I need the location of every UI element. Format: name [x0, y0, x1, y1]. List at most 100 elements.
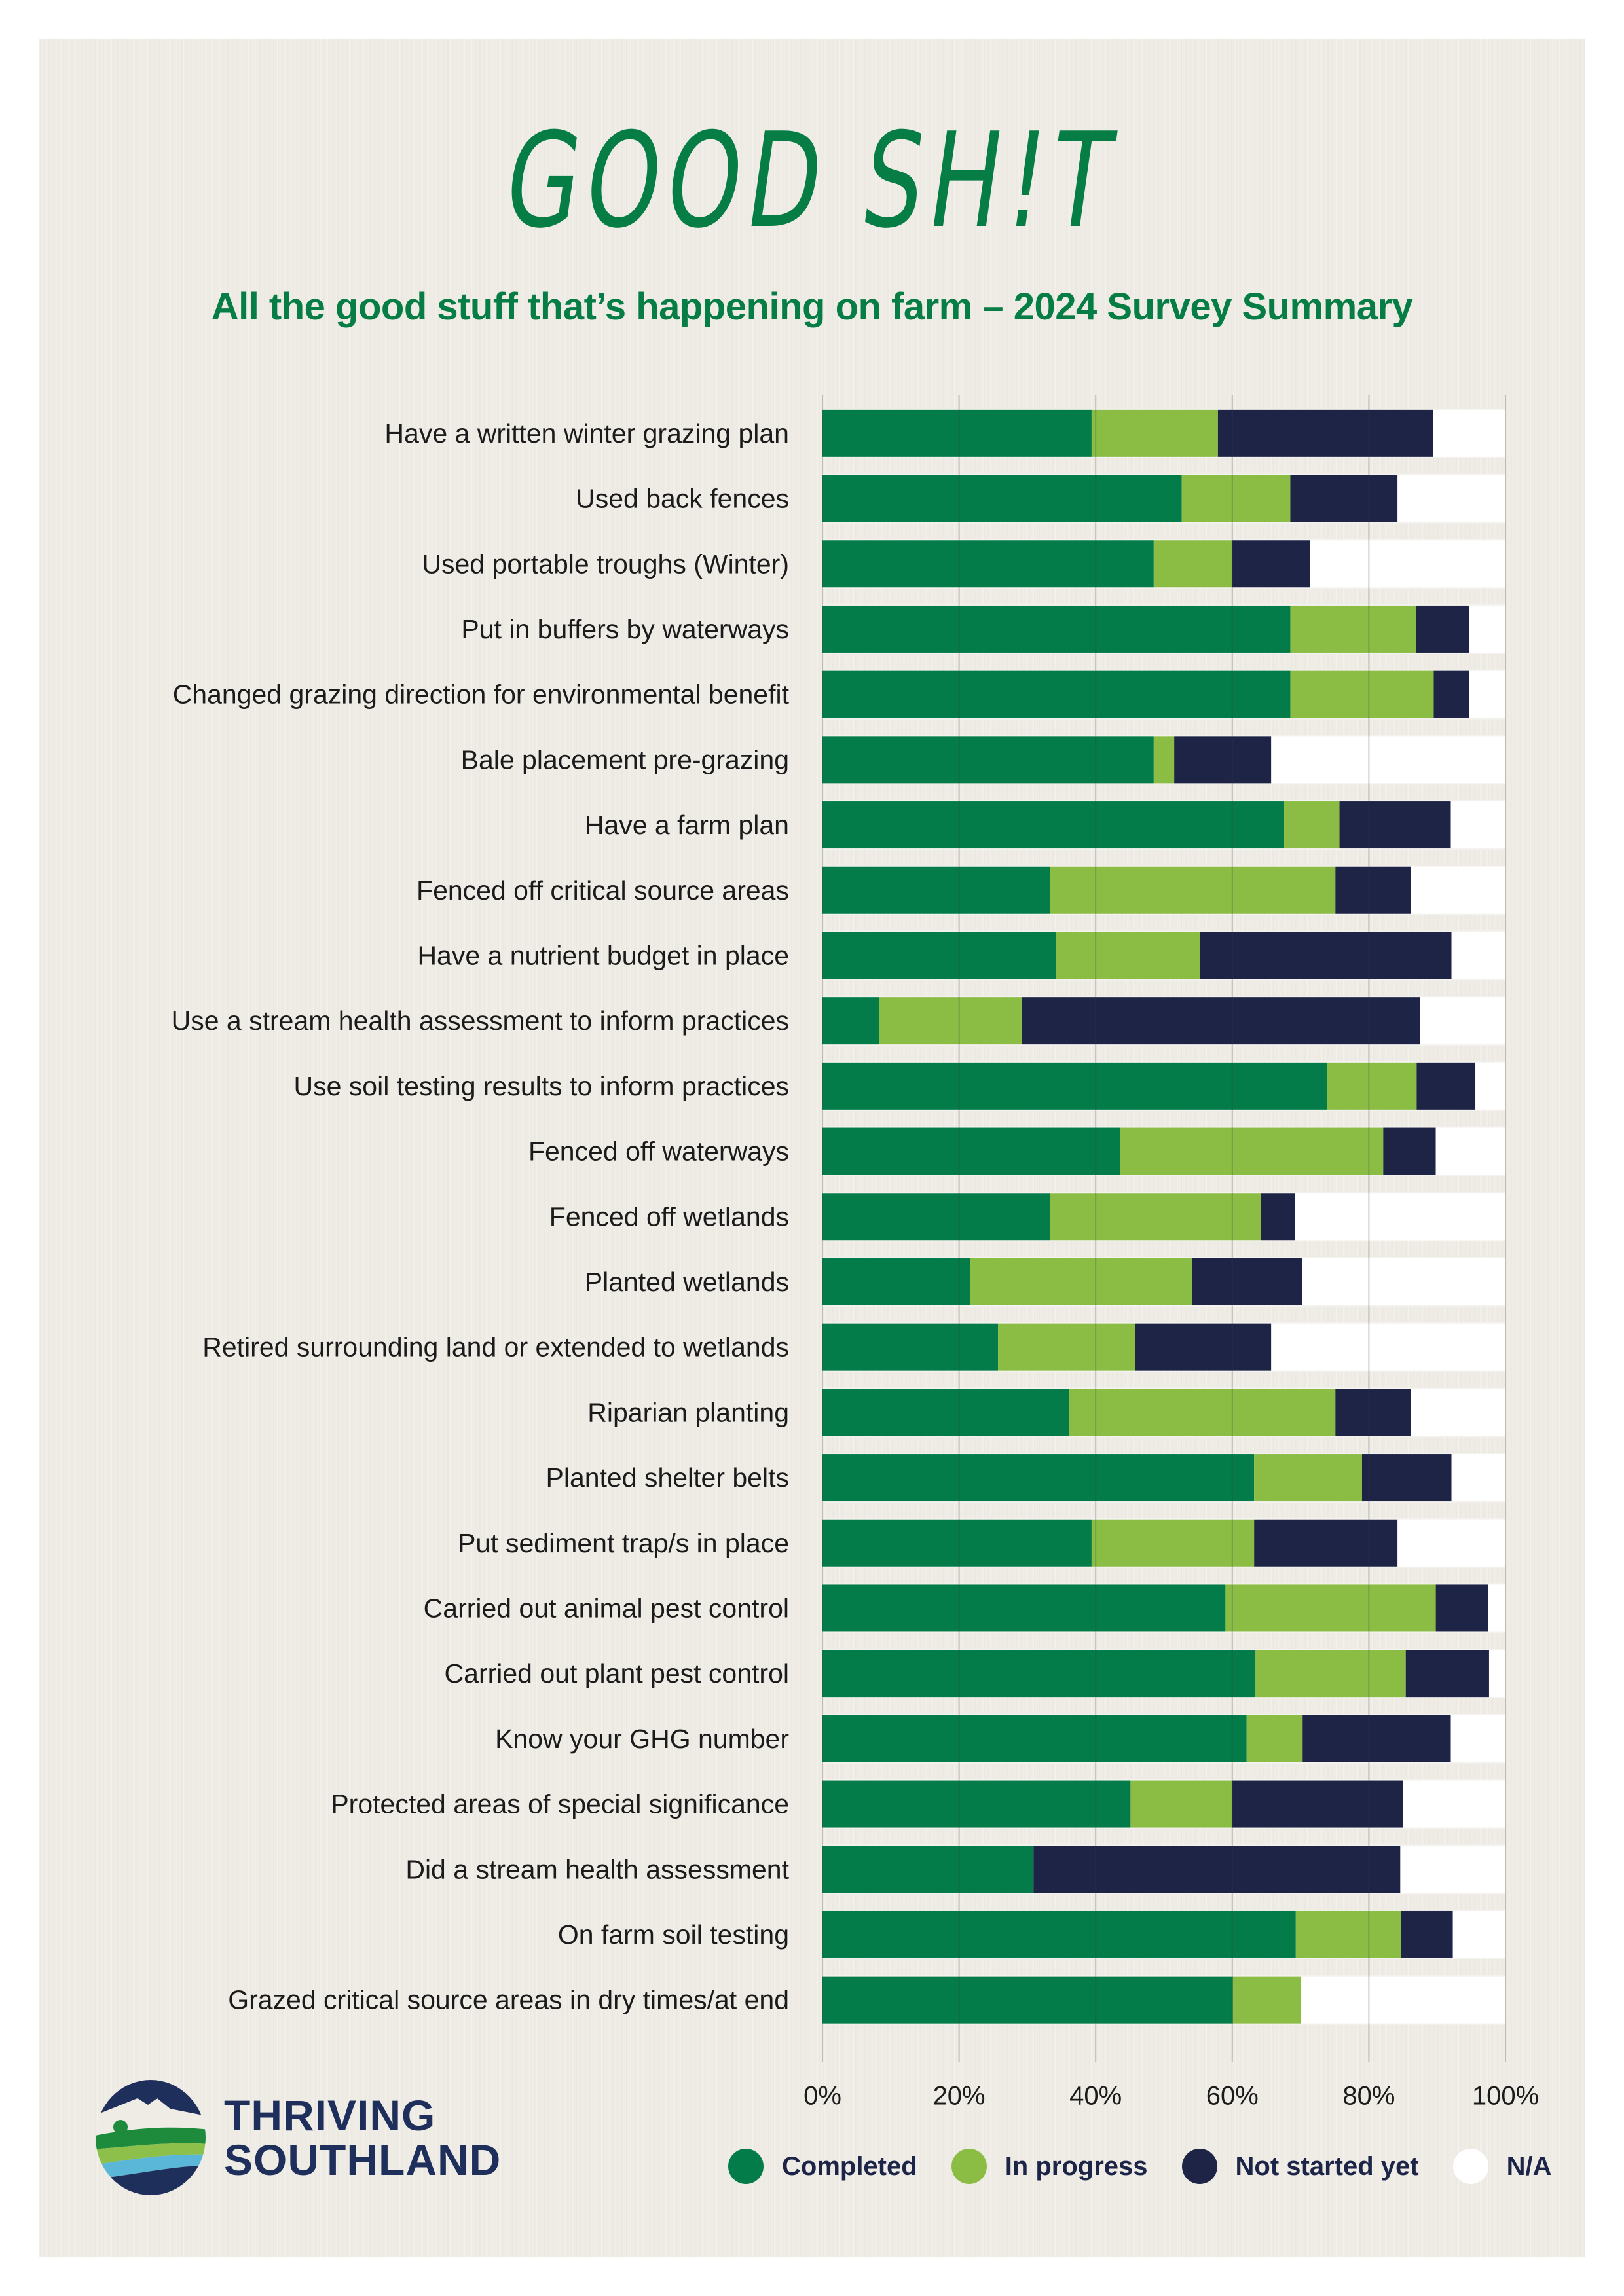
row-labels: Have a written winter grazing plan Used b… [172, 418, 790, 2015]
bar-segment-in-progress [1290, 605, 1416, 653]
bar-segment-n-a [1302, 1258, 1505, 1305]
bar-segment-not-started-yet [1232, 540, 1310, 588]
legend-swatch-icon [951, 2149, 987, 2184]
row-label: Changed grazing direction for environmen… [173, 680, 790, 710]
legend-item-not-started-yet: Not started yet [1181, 2149, 1419, 2184]
bar-segment-completed [822, 605, 1291, 653]
bar-segment-in-progress [1130, 1780, 1232, 1828]
bar-segment-not-started-yet [1254, 1519, 1398, 1567]
bar-segment-n-a [1301, 1976, 1505, 2024]
bar-segment-in-progress [1327, 1062, 1417, 1110]
bar-segment-n-a [1271, 736, 1505, 784]
row-label: Fenced off critical source areas [416, 875, 789, 905]
bar-segment-not-started-yet [1261, 1193, 1295, 1241]
legend-label: In progress [1005, 2151, 1148, 2181]
bar-segment-not-started-yet [1335, 866, 1411, 914]
x-tick-label: 100% [1472, 2082, 1539, 2111]
bar-segment-completed [822, 475, 1182, 522]
legend-label: Not started yet [1235, 2151, 1419, 2181]
bar-segment-completed [822, 1976, 1233, 2024]
bar-segment-in-progress [1050, 1193, 1261, 1241]
bar-segment-not-started-yet [1302, 1715, 1451, 1762]
bar-segment-completed [822, 1454, 1255, 1502]
row-label: Have a nutrient budget in place [417, 940, 789, 970]
bar-segment-not-started-yet [1174, 736, 1272, 784]
bar-segment-completed [822, 801, 1285, 849]
bar-segment-in-progress [1181, 475, 1291, 522]
row-label: Know your GHG number [495, 1724, 789, 1754]
bar-segment-not-started-yet [1416, 605, 1469, 653]
bar-segment-in-progress [1120, 1127, 1384, 1175]
row-label: Carried out plant pest control [445, 1658, 789, 1688]
bar-segment-n-a [1469, 605, 1505, 653]
bar-segment-n-a [1488, 1584, 1505, 1632]
bar-segment-completed [822, 866, 1050, 914]
x-tick-label: 80% [1342, 2082, 1395, 2111]
row-label: Fenced off waterways [528, 1137, 789, 1167]
row-label: Use soil testing results to inform pract… [294, 1071, 790, 1101]
bar-segment-n-a [1488, 1650, 1505, 1698]
x-axis-ticks: 0% 20% 40% 60% 80% 100% [803, 2082, 1539, 2111]
x-tick-label: 60% [1206, 2082, 1259, 2111]
bar-segment-not-started-yet [1383, 1127, 1436, 1175]
bar-segment-n-a [1475, 1062, 1505, 1110]
row-label: Planted wetlands [585, 1267, 789, 1297]
bar-segment-not-started-yet [1217, 409, 1433, 457]
bar-segment-not-started-yet [1192, 1258, 1302, 1305]
bar-segment-completed [822, 1258, 970, 1305]
legend-item-completed: Completed [728, 2149, 917, 2184]
row-label: Bale placement pre-grazing [461, 744, 789, 774]
row-label: Fenced off wetlands [549, 1201, 789, 1231]
bar-segment-n-a [1452, 1910, 1505, 1958]
bar-segment-not-started-yet [1361, 1454, 1452, 1502]
bar-segment-not-started-yet [1335, 1389, 1411, 1436]
row-label: Put sediment trap/s in place [458, 1528, 789, 1558]
x-tick-label: 40% [1069, 2082, 1122, 2111]
bar-segment-not-started-yet [1135, 1323, 1272, 1371]
bar-segment-in-progress [970, 1258, 1192, 1305]
bar-segment-in-progress [1091, 409, 1218, 457]
row-label: Have a farm plan [585, 810, 789, 840]
bar-segment-not-started-yet [1033, 1846, 1401, 1893]
bar-segment-n-a [1433, 409, 1505, 457]
row-label: Put in buffers by waterways [461, 614, 789, 644]
row-label: Retired surrounding land or extended to … [202, 1332, 789, 1362]
bar-segment-completed [822, 1519, 1092, 1567]
bar-segment-completed [822, 409, 1092, 457]
bar-segment-not-started-yet [1200, 932, 1452, 979]
subtitle: All the good stuff that’s happening on f… [211, 285, 1413, 328]
bar-segment-in-progress [1254, 1454, 1362, 1502]
bar-segment-not-started-yet [1339, 801, 1451, 849]
bar-segment-completed [822, 1193, 1050, 1241]
legend-item-in-progress: In progress [951, 2149, 1148, 2184]
row-label: Use a stream health assessment to inform… [172, 1006, 789, 1036]
bar-segment-completed [822, 1127, 1120, 1175]
bar-segment-completed [822, 540, 1154, 588]
bar-segment-completed [822, 1584, 1226, 1632]
bar-segment-n-a [1451, 1454, 1505, 1502]
bar-segment-n-a [1450, 1715, 1505, 1762]
bar-segment-n-a [1271, 1323, 1505, 1371]
bar-segment-n-a [1411, 866, 1505, 914]
bar-segment-completed [822, 1650, 1256, 1698]
logo-line-2: SOUTHLAND [224, 2136, 502, 2184]
bar-segment-not-started-yet [1401, 1910, 1453, 1958]
legend-item-n-a: N/A [1452, 2149, 1552, 2184]
bar-segment-n-a [1435, 1127, 1505, 1175]
bar-segment-not-started-yet [1435, 1584, 1488, 1632]
legend-label: N/A [1506, 2151, 1552, 2181]
bar-segment-in-progress [1246, 1715, 1303, 1762]
bar-segment-in-progress [1290, 670, 1434, 718]
bar-segment-not-started-yet [1416, 1062, 1476, 1110]
bar-segment-completed [822, 1323, 999, 1371]
bar-segment-completed [822, 1389, 1069, 1436]
bar-segment-n-a [1411, 1389, 1505, 1436]
bar-segment-in-progress [998, 1323, 1135, 1371]
x-tick-label: 20% [933, 2082, 986, 2111]
bar-segment-in-progress [1056, 932, 1200, 979]
bar-segment-completed [822, 1910, 1296, 1958]
x-tick-label: 0% [803, 2082, 841, 2111]
bar-segment-n-a [1400, 1846, 1505, 1893]
row-label: Protected areas of special significance [331, 1789, 789, 1819]
bar-segment-completed [822, 1715, 1247, 1762]
